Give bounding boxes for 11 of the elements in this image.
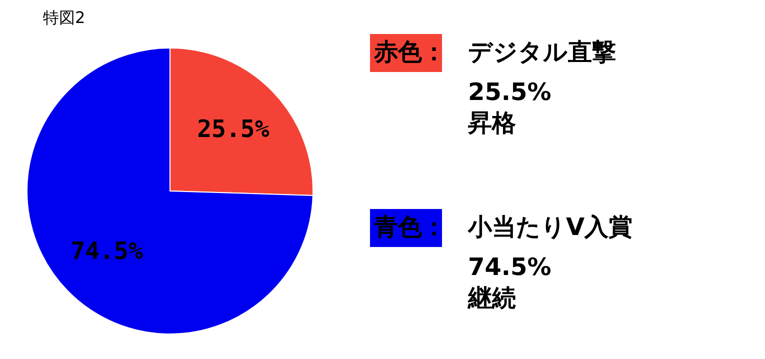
text: 継続 bbox=[467, 284, 516, 312]
legend-label: 小当たりV入賞 bbox=[467, 213, 633, 241]
text: 25.5% bbox=[468, 78, 552, 106]
data-label: 74.5% bbox=[70, 237, 144, 266]
text: 74.5% bbox=[468, 253, 552, 281]
text: 昇格 bbox=[467, 109, 517, 137]
legend-label: デジタル直撃 bbox=[468, 38, 616, 66]
data-label: 25.5% bbox=[197, 114, 270, 143]
text: 赤色： bbox=[373, 38, 446, 66]
chart-title: 特図2 bbox=[43, 8, 86, 27]
text: 青色： bbox=[373, 213, 446, 241]
